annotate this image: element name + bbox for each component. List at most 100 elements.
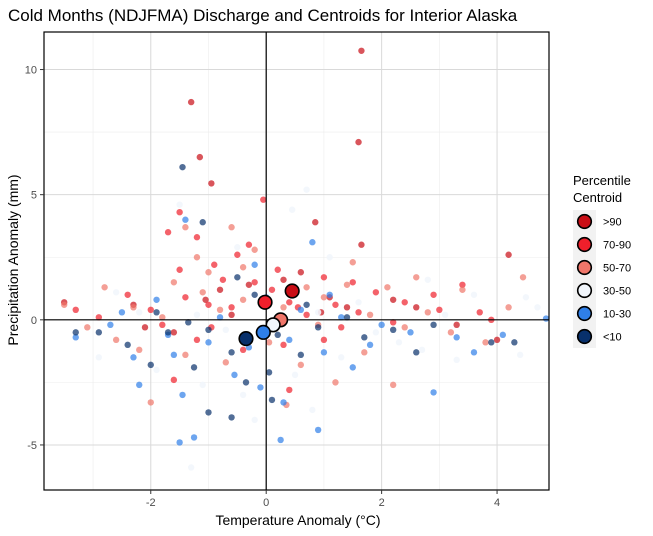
data-point [153, 309, 160, 316]
data-point [332, 379, 339, 386]
data-point [239, 296, 247, 303]
data-point [358, 47, 365, 54]
data-point [280, 399, 287, 406]
data-point [205, 339, 212, 346]
data-point [280, 304, 287, 311]
data-point [234, 251, 241, 258]
data-point [488, 339, 495, 346]
data-point [297, 306, 305, 314]
data-point [447, 329, 455, 336]
data-point [234, 274, 241, 281]
data-point [349, 364, 356, 371]
data-point [242, 379, 250, 386]
data-point [193, 234, 201, 241]
data-point [430, 291, 437, 298]
data-point [274, 266, 281, 273]
data-point [407, 329, 414, 336]
data-point [251, 291, 258, 298]
data-point [277, 436, 284, 444]
legend-title-line-2: Centroid [573, 190, 622, 205]
chart-title: Cold Months (NDJFMA) Discharge and Centr… [8, 6, 518, 25]
data-point [389, 319, 397, 326]
data-point [355, 309, 362, 316]
data-point [320, 349, 328, 356]
data-point [245, 281, 253, 288]
data-point [234, 244, 241, 251]
data-point [291, 371, 299, 379]
data-point [505, 304, 512, 311]
data-point [228, 349, 235, 356]
legend-swatch [576, 259, 593, 276]
data-point [413, 274, 420, 281]
data-point [338, 324, 345, 331]
data-point [231, 371, 238, 379]
data-point [343, 281, 351, 288]
data-point [187, 98, 195, 106]
data-point [185, 319, 192, 326]
data-point [326, 254, 333, 261]
data-point [358, 241, 365, 248]
data-point [112, 336, 120, 344]
data-point [179, 163, 186, 171]
data-point [228, 414, 235, 421]
data-point [95, 354, 103, 361]
data-point [430, 321, 437, 329]
data-point [182, 294, 189, 301]
data-point [288, 206, 296, 213]
data-point [320, 274, 328, 281]
data-point [84, 324, 91, 331]
data-point [219, 276, 227, 283]
legend-label: 30-50 [603, 286, 631, 298]
data-point [355, 138, 362, 146]
data-point [136, 309, 143, 316]
grid-lines [44, 32, 549, 490]
data-point [453, 356, 460, 364]
data-point [199, 289, 206, 296]
legend-swatch [576, 213, 593, 230]
legend-swatch [576, 305, 593, 322]
plot-background [44, 32, 549, 490]
x-tick-label: 0 [263, 497, 269, 509]
data-point [176, 266, 183, 273]
data-point [349, 259, 356, 266]
legend-swatch [576, 328, 593, 345]
data-point [459, 286, 466, 293]
data-point [199, 381, 206, 389]
y-axis-ticks: -5 0 5 10 [25, 65, 44, 452]
data-point [222, 359, 229, 366]
data-point [245, 241, 253, 248]
data-point [303, 186, 310, 193]
y-tick-label: -5 [27, 440, 37, 452]
data-point [355, 299, 362, 306]
data-point [159, 314, 166, 321]
data-point [265, 369, 273, 376]
data-point [239, 391, 247, 399]
data-point [141, 324, 149, 331]
data-point [193, 311, 201, 319]
legend-swatch [576, 236, 593, 253]
data-point [136, 346, 143, 354]
data-point [401, 299, 408, 306]
data-point [251, 416, 258, 424]
data-point [153, 296, 160, 303]
data-point [130, 304, 137, 311]
data-point [424, 309, 431, 316]
data-point [251, 279, 258, 286]
data-point [95, 329, 103, 336]
data-point [205, 269, 212, 276]
data-point [511, 339, 518, 346]
data-point [309, 406, 316, 414]
data-point [413, 349, 420, 356]
legend-label: 70-90 [603, 240, 631, 252]
data-point [268, 286, 276, 293]
data-point [338, 354, 345, 361]
data-point [522, 294, 530, 301]
x-tick-label: 2 [379, 497, 385, 509]
data-point [170, 376, 178, 384]
data-point [205, 409, 212, 416]
data-point [314, 309, 322, 316]
y-tick-label: 5 [31, 190, 37, 202]
data-point [274, 331, 281, 339]
data-point [147, 361, 154, 369]
data-point [343, 304, 351, 311]
